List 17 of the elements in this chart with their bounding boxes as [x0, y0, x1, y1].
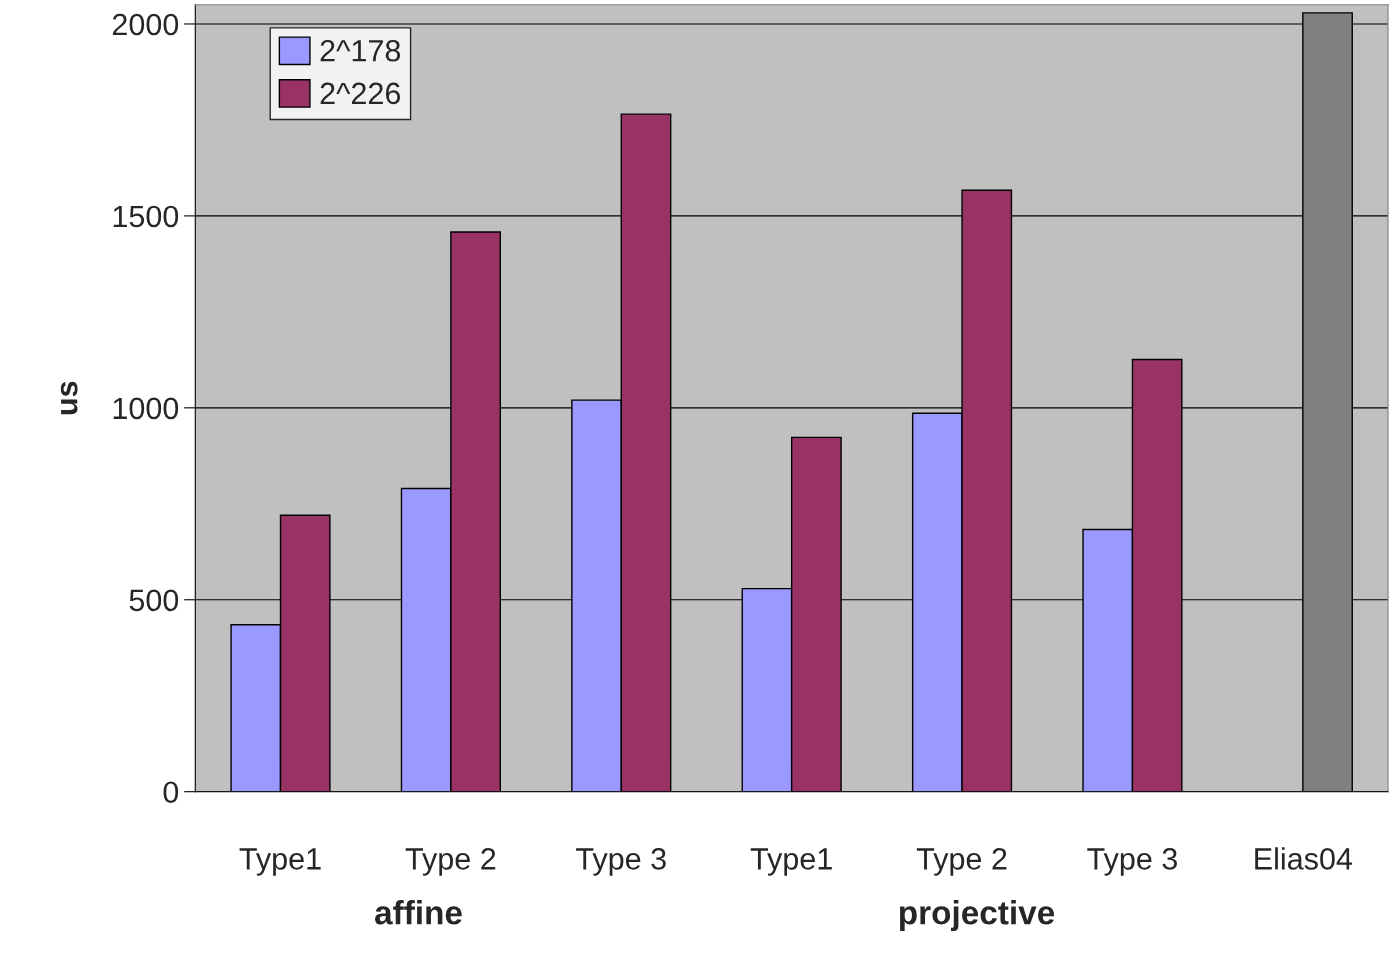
y-tick-label: 0: [163, 781, 179, 804]
x-tick-label: Type1: [750, 848, 832, 876]
x-tick-label: Type 2: [405, 848, 496, 876]
legend-label: 2^178: [320, 39, 401, 62]
y-tick-label: 2000: [112, 13, 179, 36]
x-tick-label: Elias04: [1255, 847, 1353, 870]
legend-label: 2^226: [320, 82, 401, 105]
x-tick-label: Type 2: [916, 848, 1007, 876]
text: affine: [375, 900, 462, 925]
y-tick-label: 1500: [113, 205, 179, 228]
x-tick-label: Type 3: [576, 848, 666, 876]
y-tick-label: 500: [129, 589, 179, 612]
x-tick-label: Type1: [239, 848, 321, 876]
x-tick-label: Type 3: [1087, 848, 1177, 876]
y-axis-title: us: [60, 381, 78, 415]
y-tick-label: 1000: [113, 397, 179, 420]
text: projective: [899, 900, 1055, 932]
